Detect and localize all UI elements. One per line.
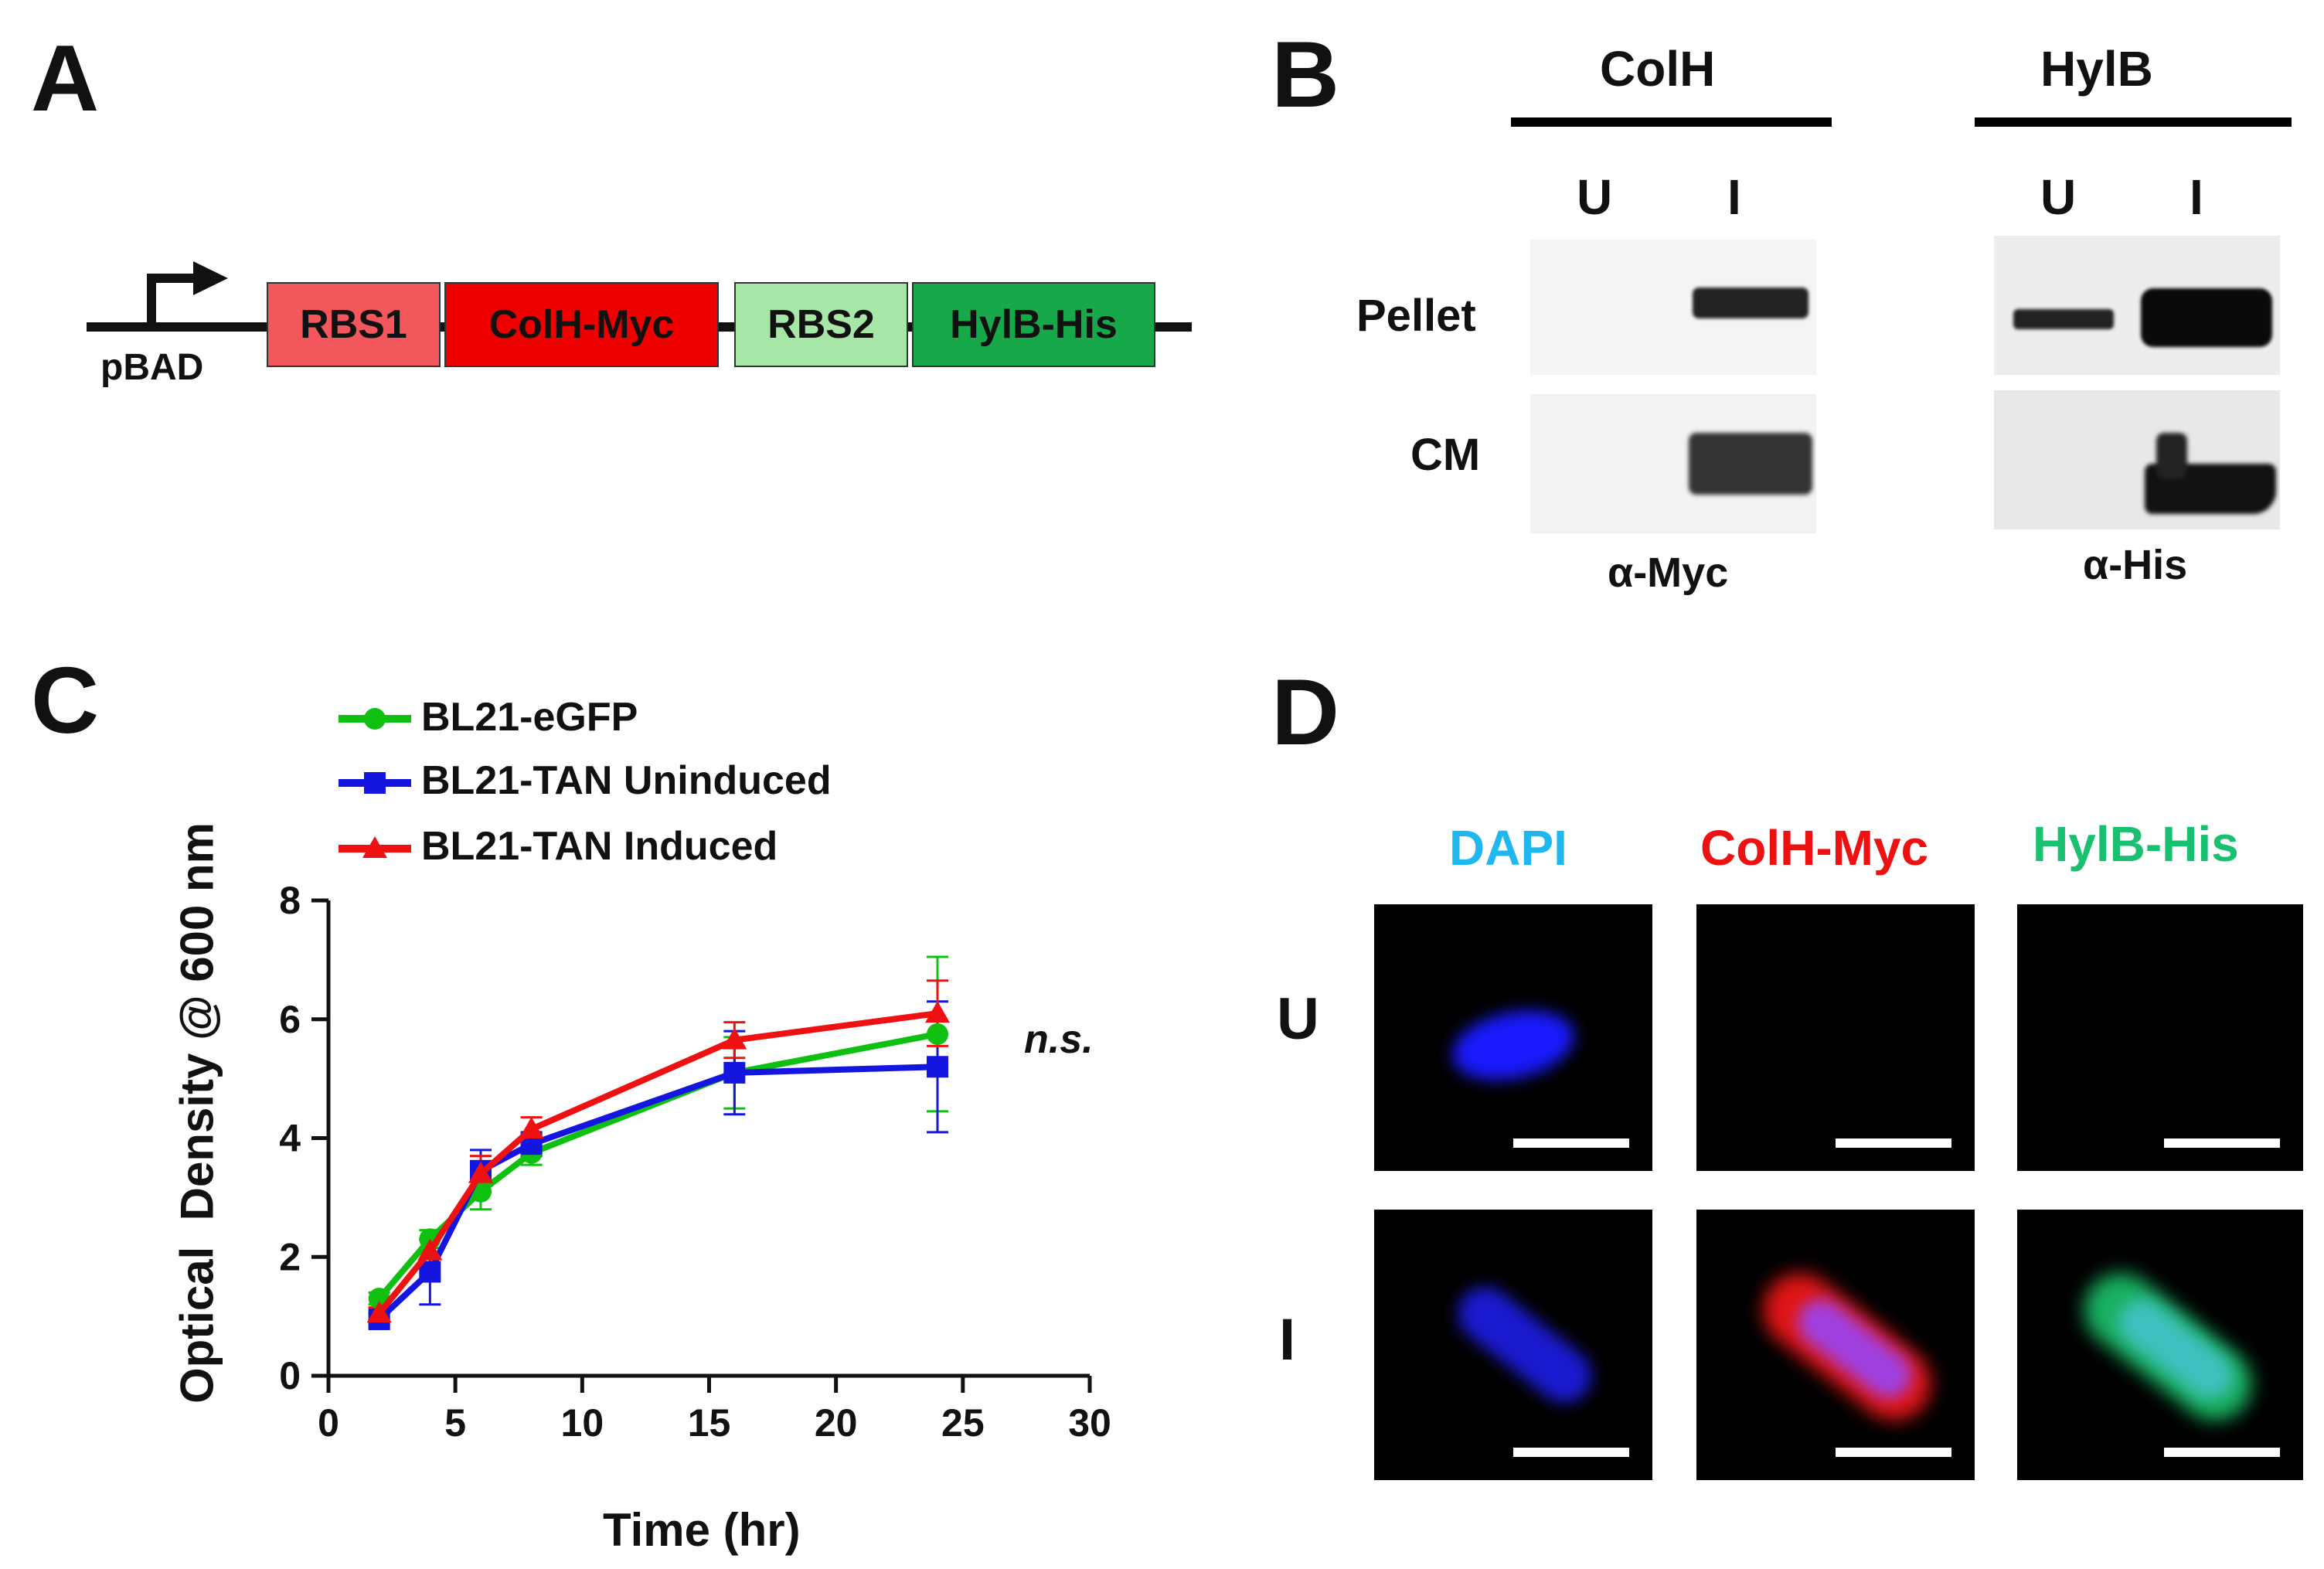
data-point (927, 1023, 948, 1045)
data-point (366, 1301, 392, 1323)
x-tick-label: 0 (318, 1401, 339, 1445)
legend-label-induced: BL21-TAN Induced (421, 824, 778, 869)
band (2156, 433, 2187, 479)
column-header-dapi: DAPI (1449, 820, 1567, 876)
segment-hylb-his: HylB-His (912, 282, 1155, 367)
micrograph-i-dapi (1374, 1210, 1652, 1480)
y-tick-label: 2 (279, 1235, 301, 1278)
group-title-colh: ColH (1600, 41, 1716, 97)
micrograph-u-dapi (1374, 904, 1652, 1171)
data-point (927, 1056, 948, 1078)
data-point (468, 1161, 493, 1183)
row-label-u: U (1277, 986, 1319, 1052)
lane-label-hylb-i: I (2190, 169, 2203, 225)
lane-label-hylb-u: U (2040, 169, 2077, 225)
panel-letter-a: A (31, 26, 100, 131)
antibody-label-myc: α-Myc (1608, 550, 1729, 596)
lane-label-colh-u: U (1577, 169, 1613, 225)
lane-label-colh-i: I (1727, 169, 1741, 225)
y-axis-title: Optical Density @ 600 nm (171, 822, 223, 1404)
column-header-hylb-his: HylB-His (2033, 816, 2239, 872)
blot-colh-pellet (1530, 240, 1816, 375)
micrograph-i-hylb (2017, 1210, 2303, 1480)
panel-letter-b: B (1271, 22, 1340, 127)
segment-rbs2: RBS2 (734, 282, 908, 367)
data-point (519, 1116, 544, 1138)
x-tick-label: 10 (561, 1401, 604, 1445)
data-point (723, 1061, 746, 1084)
legend-marker-induced (362, 836, 387, 858)
band (2141, 288, 2272, 347)
cell-blob (1447, 1275, 1603, 1414)
y-tick-label: 4 (279, 1117, 301, 1160)
x-axis-title: Time (hr) (603, 1504, 801, 1556)
band (1689, 433, 1812, 495)
y-tick-label: 6 (279, 998, 301, 1041)
data-point (722, 1027, 747, 1050)
x-tick-label: 20 (815, 1401, 858, 1445)
group-title-hylb: HylB (2040, 41, 2153, 97)
data-point (417, 1238, 443, 1261)
micrograph-u-hylb (2017, 904, 2303, 1171)
growth-chart: 0 2 4 6 8 0 5 10 15 20 25 30 (279, 881, 1111, 1445)
segment-rbs1: RBS1 (267, 282, 441, 367)
y-tick-label: 0 (279, 1354, 301, 1397)
cell-blob (1445, 1000, 1581, 1091)
blot-hylb-cm (1994, 390, 2280, 529)
segment-colh-myc: ColH-Myc (444, 282, 719, 367)
legend-label-uninduced: BL21-TAN Uninduced (421, 758, 832, 803)
y-tick-label: 8 (279, 881, 301, 922)
micrograph-u-colh (1696, 904, 1975, 1171)
x-tick-label: 25 (941, 1401, 985, 1445)
scale-bar (2164, 1138, 2280, 1148)
group-rule-hylb (1975, 117, 2292, 127)
blot-hylb-pellet (1994, 236, 2280, 375)
x-tick-label: 15 (688, 1401, 731, 1445)
scale-bar (1836, 1138, 1951, 1148)
blot-colh-cm (1530, 394, 1816, 533)
series-line (376, 1010, 938, 1315)
column-header-colh-myc: ColH-Myc (1700, 820, 1929, 876)
row-label-i: I (1279, 1307, 1296, 1373)
panel-letter-c: C (31, 648, 100, 753)
band (1693, 288, 1809, 318)
row-label-pellet: Pellet (1356, 291, 1476, 341)
scale-bar (2164, 1448, 2280, 1457)
legend-marker-uninduced (364, 772, 386, 794)
significance-label: n.s. (1024, 1017, 1094, 1062)
legend-markers (339, 708, 411, 858)
legend-marker-egfp (364, 708, 386, 730)
row-label-cm: CM (1410, 430, 1481, 480)
promoter-arrow-icon (147, 261, 228, 328)
x-tick-label: 5 (444, 1401, 466, 1445)
micrograph-i-colh (1696, 1210, 1975, 1480)
panel-letter-d: D (1271, 659, 1340, 764)
promoter-label: pBAD (100, 347, 204, 388)
antibody-label-his: α-His (2083, 542, 2188, 588)
scale-bar (1513, 1448, 1629, 1457)
data-point (925, 1001, 950, 1023)
legend-label-egfp: BL21-eGFP (421, 695, 638, 740)
x-tick-label: 30 (1068, 1401, 1111, 1445)
scale-bar (1513, 1138, 1629, 1148)
scale-bar (1836, 1448, 1951, 1457)
series-line (376, 1031, 938, 1301)
group-rule-colh (1511, 117, 1832, 127)
band (2013, 309, 2114, 329)
